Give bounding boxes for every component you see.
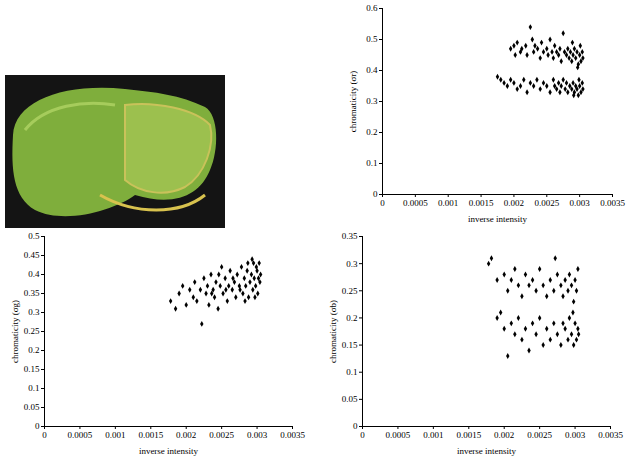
svg-text:0.002: 0.002 bbox=[504, 198, 524, 208]
svg-text:0.3: 0.3 bbox=[28, 307, 40, 317]
svg-text:0.0015: 0.0015 bbox=[469, 198, 494, 208]
svg-text:0.0005: 0.0005 bbox=[403, 198, 428, 208]
svg-text:0.0025: 0.0025 bbox=[534, 198, 559, 208]
svg-text:0.001: 0.001 bbox=[438, 198, 458, 208]
svg-text:0.5: 0.5 bbox=[28, 231, 40, 241]
svg-text:chromaticity (σb): chromaticity (σb) bbox=[328, 300, 338, 363]
svg-text:inverse intensity: inverse intensity bbox=[468, 214, 528, 224]
svg-text:0.3: 0.3 bbox=[366, 96, 378, 106]
svg-text:0: 0 bbox=[360, 430, 365, 440]
svg-text:0: 0 bbox=[353, 421, 358, 431]
svg-text:0.05: 0.05 bbox=[24, 402, 40, 412]
svg-text:0.0035: 0.0035 bbox=[598, 430, 623, 440]
svg-text:0.25: 0.25 bbox=[24, 326, 40, 336]
svg-text:0.003: 0.003 bbox=[565, 430, 586, 440]
svg-text:0.003: 0.003 bbox=[247, 430, 268, 440]
svg-text:0.002: 0.002 bbox=[494, 430, 514, 440]
svg-text:0.2: 0.2 bbox=[346, 313, 357, 323]
svg-text:0.0035: 0.0035 bbox=[280, 430, 305, 440]
svg-text:0.001: 0.001 bbox=[423, 430, 443, 440]
svg-text:0.1: 0.1 bbox=[366, 158, 377, 168]
svg-text:0.35: 0.35 bbox=[342, 231, 358, 241]
svg-text:inverse intensity: inverse intensity bbox=[457, 446, 517, 456]
svg-text:0.0015: 0.0015 bbox=[456, 430, 481, 440]
svg-text:0.003: 0.003 bbox=[570, 198, 591, 208]
svg-text:0.1: 0.1 bbox=[28, 383, 39, 393]
svg-text:0.25: 0.25 bbox=[342, 286, 358, 296]
svg-text:0.4: 0.4 bbox=[28, 269, 40, 279]
svg-text:inverse intensity: inverse intensity bbox=[139, 446, 199, 456]
svg-text:0: 0 bbox=[35, 421, 40, 431]
svg-text:0.05: 0.05 bbox=[342, 394, 358, 404]
svg-text:0.1: 0.1 bbox=[346, 367, 357, 377]
svg-text:0.0005: 0.0005 bbox=[386, 430, 411, 440]
svg-text:0.002: 0.002 bbox=[176, 430, 196, 440]
svg-text:0: 0 bbox=[380, 198, 385, 208]
svg-text:0.35: 0.35 bbox=[24, 288, 40, 298]
svg-text:0.0005: 0.0005 bbox=[68, 430, 93, 440]
svg-text:0.15: 0.15 bbox=[24, 364, 40, 374]
svg-text:0.0015: 0.0015 bbox=[138, 430, 163, 440]
svg-text:0.15: 0.15 bbox=[342, 340, 358, 350]
svg-text:0.001: 0.001 bbox=[105, 430, 125, 440]
svg-text:0.3: 0.3 bbox=[346, 259, 358, 269]
svg-text:chromaticity (σg): chromaticity (σg) bbox=[10, 300, 20, 363]
svg-text:0.5: 0.5 bbox=[366, 34, 378, 44]
svg-text:0.2: 0.2 bbox=[28, 345, 39, 355]
svg-text:chromaticity (σr): chromaticity (σr) bbox=[348, 71, 358, 133]
svg-text:0.0035: 0.0035 bbox=[600, 198, 625, 208]
svg-text:0.6: 0.6 bbox=[366, 3, 378, 13]
svg-text:0.0025: 0.0025 bbox=[527, 430, 552, 440]
svg-text:0: 0 bbox=[42, 430, 47, 440]
svg-text:0.4: 0.4 bbox=[366, 65, 378, 75]
svg-text:0: 0 bbox=[373, 189, 378, 199]
svg-text:0.2: 0.2 bbox=[366, 127, 377, 137]
svg-text:0.0025: 0.0025 bbox=[209, 430, 234, 440]
svg-text:0.45: 0.45 bbox=[24, 250, 40, 260]
